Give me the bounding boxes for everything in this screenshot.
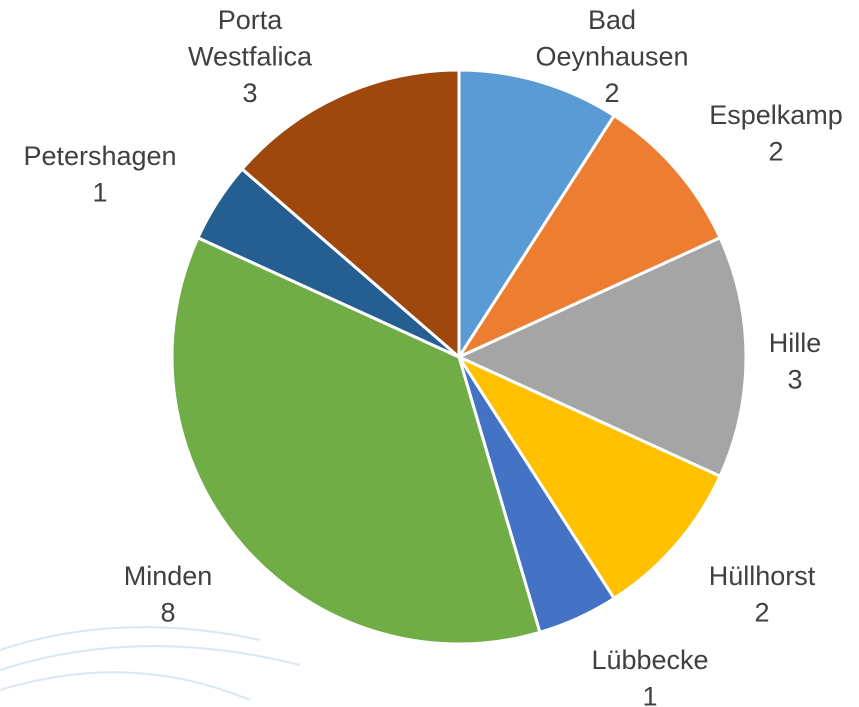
decoration [0, 626, 301, 701]
pie-slice [457, 68, 617, 363]
pie-slice [239, 68, 461, 361]
value-label: 3 [242, 78, 257, 108]
pie-slice [454, 353, 723, 601]
value-label: 3 [787, 365, 802, 395]
value-label: 2 [768, 137, 783, 167]
slice-label: Hüllhorst [709, 561, 816, 591]
value-label: 1 [642, 682, 657, 707]
slice-label: Porta Westfalica [188, 5, 313, 72]
value-label: 1 [92, 178, 107, 208]
value-label: 2 [754, 598, 769, 628]
pie-slice [170, 235, 542, 646]
value-label: 8 [160, 598, 175, 628]
slice-label: Espelkamp [709, 100, 843, 130]
slice-label: Lübbecke [591, 645, 708, 675]
value-label: 2 [604, 78, 619, 108]
pie-slice [454, 113, 723, 361]
pie-slice [455, 235, 748, 479]
slice-label: Bad Oeynhausen [535, 5, 688, 72]
slice-label: Petershagen [23, 141, 176, 171]
slice-label: Hille [769, 328, 822, 358]
slice-label: Minden [124, 561, 213, 591]
